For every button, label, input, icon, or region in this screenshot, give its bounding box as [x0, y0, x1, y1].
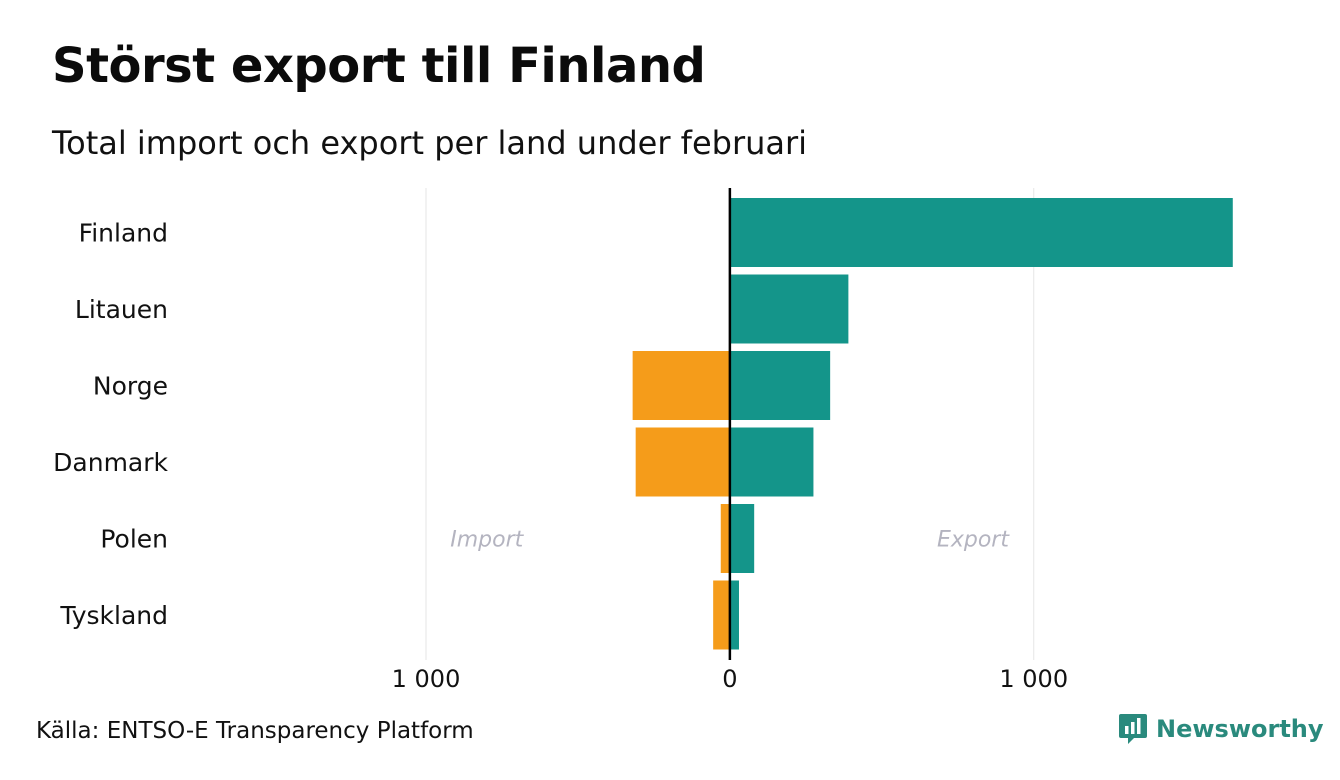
source-note: Källa: ENTSO-E Transparency Platform: [36, 718, 474, 744]
newsworthy-logo-icon: [1119, 714, 1147, 744]
bar-chart: Finland Litauen Norge Danmark Polen Tyskland 1…: [53, 188, 1233, 694]
x-tick-label: 1 000: [392, 665, 461, 693]
bars: [632, 188, 1233, 660]
export-bar: [729, 580, 739, 650]
labels: Finland Litauen Norge Danmark Polen Tyskland 1…: [53, 219, 1068, 694]
chart-subtitle: Total import och export per land under f…: [52, 124, 808, 162]
import-bar: [635, 427, 730, 497]
import-bar: [632, 351, 730, 420]
category-label: Norge: [93, 372, 168, 401]
import-annotation: Import: [450, 528, 524, 553]
category-label: Litauen: [75, 295, 168, 324]
export-annotation: Export: [937, 528, 1010, 553]
export-bar: [729, 504, 755, 573]
category-label: Polen: [100, 525, 168, 554]
category-label: Tyskland: [59, 601, 168, 630]
export-bar: [729, 198, 1233, 267]
x-tick-label: 0: [722, 665, 737, 693]
x-tick-label: 1 000: [999, 665, 1068, 693]
brand-name: Newsworthy: [1156, 715, 1324, 743]
export-bar: [729, 351, 831, 420]
category-label: Danmark: [53, 448, 168, 477]
import-bar: [713, 580, 730, 650]
chart-title: Störst export till Finland: [52, 38, 706, 94]
brand-logo: Newsworthy: [1118, 712, 1324, 746]
category-label: Finland: [79, 219, 168, 248]
export-bar: [729, 274, 849, 344]
export-bar: [729, 427, 814, 497]
import-bar: [720, 504, 730, 573]
